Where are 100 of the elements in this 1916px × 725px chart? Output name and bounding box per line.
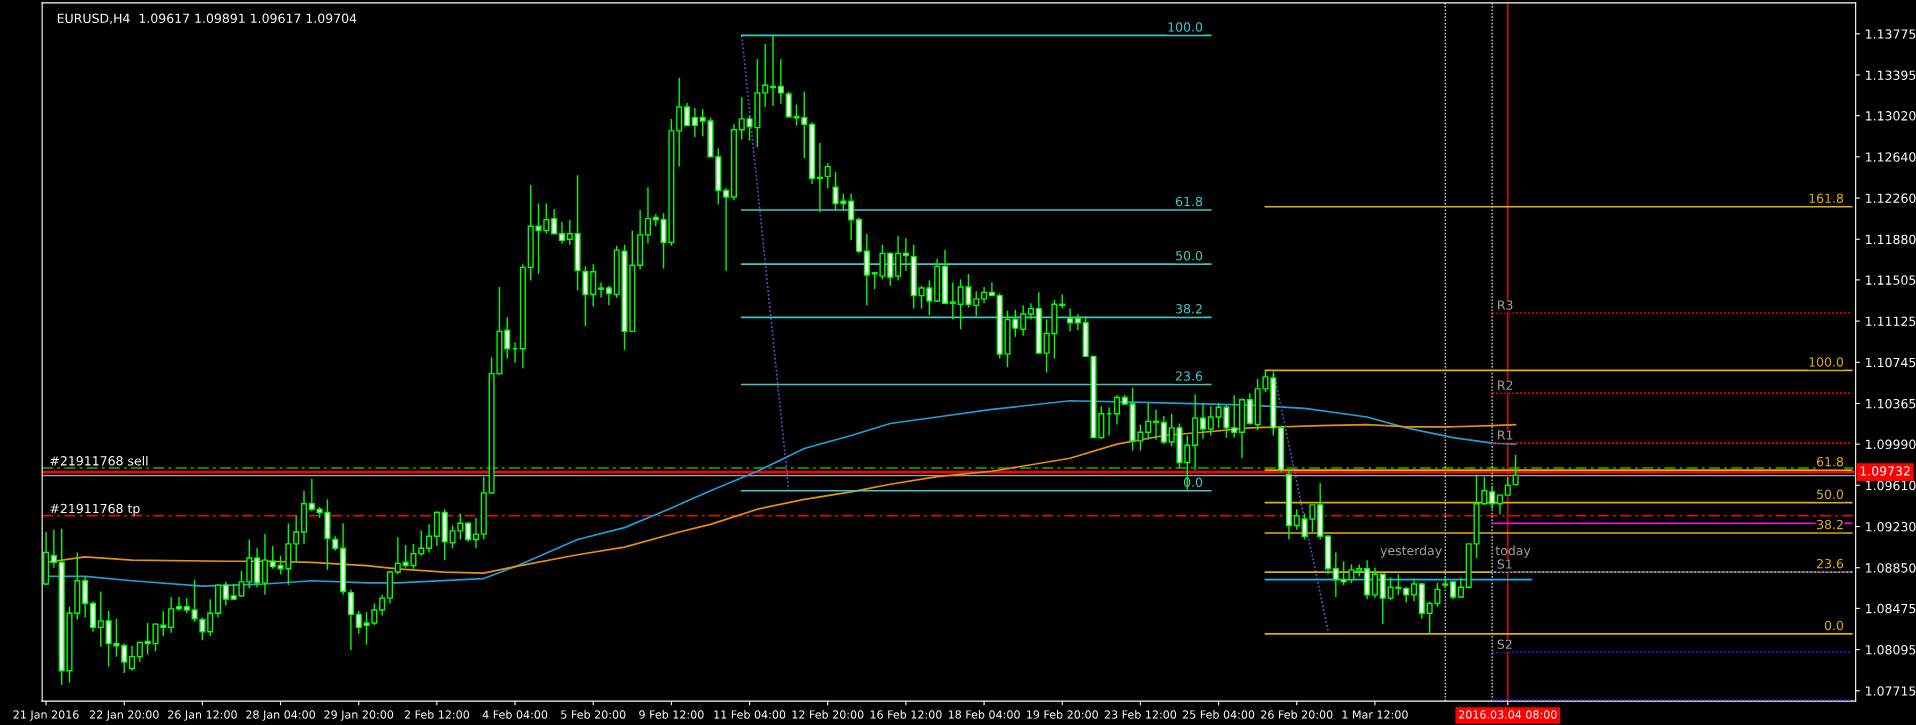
x-tick-label: 12 Feb 20:00: [792, 710, 864, 719]
x-tick-label: 5 Feb 20:00: [561, 710, 626, 719]
candlestick: [347, 588, 354, 651]
candlestick: [175, 596, 182, 612]
candlestick: [97, 590, 104, 648]
x-tick-label: 2016.03.04 08:00: [1459, 710, 1557, 719]
candlestick: [605, 285, 612, 307]
candlestick: [1371, 567, 1378, 599]
candlestick: [895, 235, 902, 282]
candlestick: [50, 529, 57, 569]
candlestick: [676, 77, 683, 168]
candlestick: [433, 510, 440, 547]
x-tick-label: 26 Feb 20:00: [1261, 710, 1333, 719]
candlestick: [598, 281, 605, 299]
x-tick-label: 28 Jan 04:00: [246, 710, 315, 721]
series-label: 23.6: [1176, 371, 1203, 381]
candlestick: [222, 581, 229, 607]
candlestick: [738, 96, 745, 141]
candlestick: [472, 517, 480, 549]
candlestick: [136, 640, 143, 663]
x-tick-label: 29 Jan 20:00: [324, 710, 394, 721]
series-label: 161.8: [1809, 193, 1844, 203]
candlestick: [1489, 485, 1496, 510]
series-label: R3: [1498, 300, 1513, 310]
y-tick-label: 1.07715: [1866, 686, 1916, 696]
candlestick: [1231, 394, 1238, 439]
y-tick-label: 1.09990: [1866, 439, 1916, 450]
candlestick: [129, 645, 136, 672]
y-tick-label: 1.08475: [1866, 603, 1916, 614]
candlestick: [551, 208, 558, 235]
series-label: 38.2: [1817, 519, 1843, 530]
series-label: 50.0: [1176, 251, 1203, 261]
x-tick-label: 9 Feb 12:00: [639, 710, 704, 719]
candlestick: [973, 290, 980, 317]
candlestick: [89, 600, 97, 633]
x-tick-label: 18 Feb 04:00: [948, 710, 1020, 719]
x-tick-label: 16 Feb 12:00: [870, 710, 942, 719]
candlestick: [887, 251, 894, 287]
x-tick-label: 19 Feb 20:00: [1027, 710, 1098, 719]
candlestick: [723, 187, 730, 272]
candlestick: [1379, 573, 1386, 625]
candlestick: [418, 530, 425, 557]
x-tick-label: 1 Mar 12:00: [1342, 710, 1408, 719]
y-tick-label: 1.11880: [1866, 234, 1916, 245]
candlestick: [769, 34, 777, 107]
candlestick: [566, 219, 573, 246]
series-label: 0.0: [1824, 620, 1844, 631]
candlestick: [426, 523, 433, 554]
candlestick: [1020, 304, 1027, 337]
candlestick: [590, 263, 597, 308]
candlestick: [1332, 551, 1339, 598]
series-label: R2: [1498, 380, 1513, 390]
series-label: 38.2: [1176, 304, 1202, 314]
series-label: S2: [1497, 639, 1512, 649]
candlestick: [824, 162, 831, 189]
candlestick: [355, 610, 362, 635]
candlestick: [261, 533, 268, 596]
series-label: 50.0: [1817, 489, 1844, 499]
candlestick: [269, 545, 276, 570]
y-tick-label: 1.10745: [1866, 357, 1916, 368]
candlestick: [777, 58, 784, 105]
x-tick-label: 11 Feb 04:00: [714, 710, 786, 719]
series-label: 23.6: [1817, 558, 1844, 569]
y-tick-label: 1.09610: [1866, 480, 1916, 491]
x-tick-label: 21 Jan 2016: [13, 710, 79, 721]
candlestick: [121, 642, 128, 674]
y-tick-label: 1.12640: [1866, 152, 1916, 162]
candlestick: [848, 193, 855, 242]
x-tick-label: 22 Jan 20:00: [89, 710, 159, 721]
ref-line-label: #21911768 tp: [50, 503, 140, 516]
candlestick: [394, 536, 401, 575]
candlestick: [1145, 402, 1152, 441]
annotation: yesterday: [1380, 545, 1442, 558]
y-tick-label: 1.10365: [1866, 398, 1916, 409]
candlestick: [199, 616, 206, 642]
candlestick: [902, 237, 909, 272]
candlestick: [1153, 408, 1160, 441]
text: EURUSD,H4 1.09617 1.09891 1.09617 1.09704: [57, 13, 357, 25]
ref-line-label: #21911768 sell: [50, 455, 148, 466]
y-tick-label: 1.08095: [1866, 645, 1916, 655]
y-tick-label: 1.13020: [1866, 111, 1916, 121]
candlestick: [949, 281, 956, 321]
y-tick-label: 1.12260: [1866, 193, 1916, 203]
series-label: S1: [1497, 559, 1512, 569]
y-tick-label: 1.13775: [1866, 29, 1916, 39]
series-label: 61.8: [1175, 196, 1203, 207]
y-tick-label: 1.09230: [1866, 522, 1916, 532]
candlestick: [816, 142, 823, 213]
series-label: 100.0: [1168, 22, 1203, 32]
y-tick-label: 1.08850: [1866, 563, 1916, 573]
candlestick: [1504, 475, 1511, 496]
candlestick: [1246, 392, 1253, 426]
candlestick: [1410, 577, 1418, 603]
x-tick-label: 4 Feb 04:00: [482, 710, 548, 719]
ref-line-label: 1.09732: [1860, 466, 1910, 476]
series-label: 100.0: [1809, 357, 1844, 367]
candlestick: [379, 594, 386, 617]
candlestick: [988, 281, 995, 297]
candlestick: [1160, 415, 1167, 445]
candlestick: [82, 575, 89, 619]
